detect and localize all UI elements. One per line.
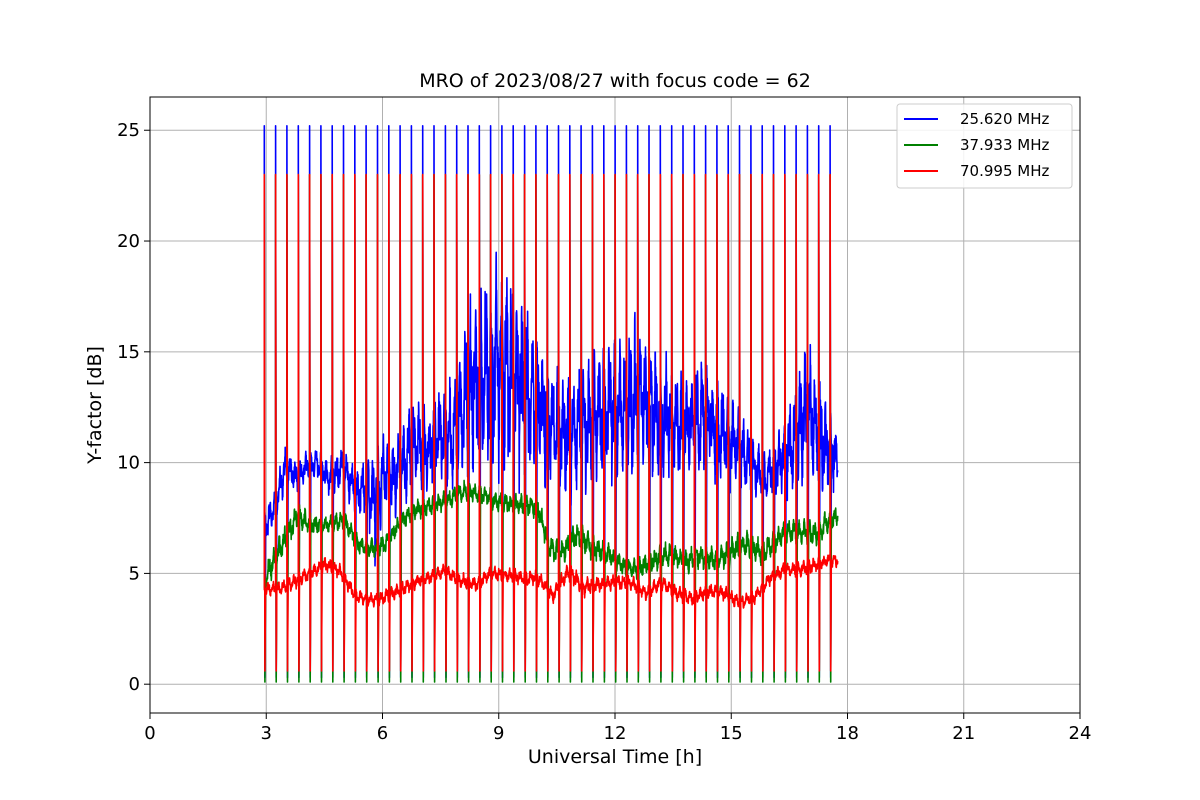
legend-label: 25.620 MHz [960, 110, 1049, 128]
y-tick-label: 20 [117, 231, 140, 252]
x-tick-label: 24 [1069, 723, 1092, 744]
x-tick-label: 6 [377, 723, 388, 744]
y-tick-label: 10 [117, 453, 140, 474]
legend: 25.620 MHz 37.933 MHz 70.995 MHz [896, 103, 1073, 189]
x-tick-label: 0 [144, 723, 155, 744]
x-tick-label: 9 [493, 723, 504, 744]
y-axis-label: Y-factor [dB] [84, 346, 106, 465]
y-tick-label: 0 [129, 674, 140, 695]
series-line [263, 173, 839, 683]
x-tick-label: 3 [261, 723, 272, 744]
series-layer [263, 125, 839, 683]
ticks: 0 3 6 9 12 15 18 21 24 0 5 10 15 20 25 [117, 120, 1091, 744]
series-70-995-mhz [263, 173, 839, 672]
y-tick-label: 25 [117, 120, 140, 141]
series-25-620-mhz [263, 125, 839, 679]
legend-box [896, 103, 1073, 189]
chart-title: MRO of 2023/08/27 with focus code = 62 [419, 70, 811, 92]
y-tick-label: 5 [129, 563, 140, 584]
series-line [263, 173, 839, 672]
series-37-933-mhz [263, 173, 839, 683]
x-tick-label: 21 [952, 723, 975, 744]
x-tick-label: 18 [836, 723, 859, 744]
x-tick-label: 12 [604, 723, 627, 744]
legend-label: 37.933 MHz [960, 136, 1049, 154]
y-tick-label: 15 [117, 342, 140, 363]
series-line [263, 125, 839, 679]
x-tick-label: 15 [720, 723, 743, 744]
legend-label: 70.995 MHz [960, 162, 1049, 180]
x-axis-label: Universal Time [h] [528, 746, 702, 768]
